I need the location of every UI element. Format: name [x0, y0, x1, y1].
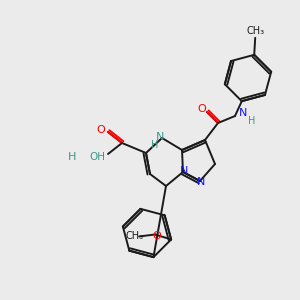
Text: N: N — [197, 177, 205, 187]
Text: H: H — [248, 116, 256, 126]
Text: H: H — [151, 140, 159, 150]
Text: OH: OH — [89, 152, 105, 162]
Text: O: O — [153, 232, 161, 242]
Text: N: N — [239, 108, 247, 118]
Text: CH₃: CH₃ — [125, 232, 143, 242]
Text: H: H — [68, 152, 76, 162]
Text: O: O — [97, 125, 105, 135]
Text: CH₃: CH₃ — [246, 26, 264, 36]
Text: O: O — [198, 104, 206, 114]
Text: N: N — [156, 132, 164, 142]
Text: N: N — [180, 166, 188, 176]
